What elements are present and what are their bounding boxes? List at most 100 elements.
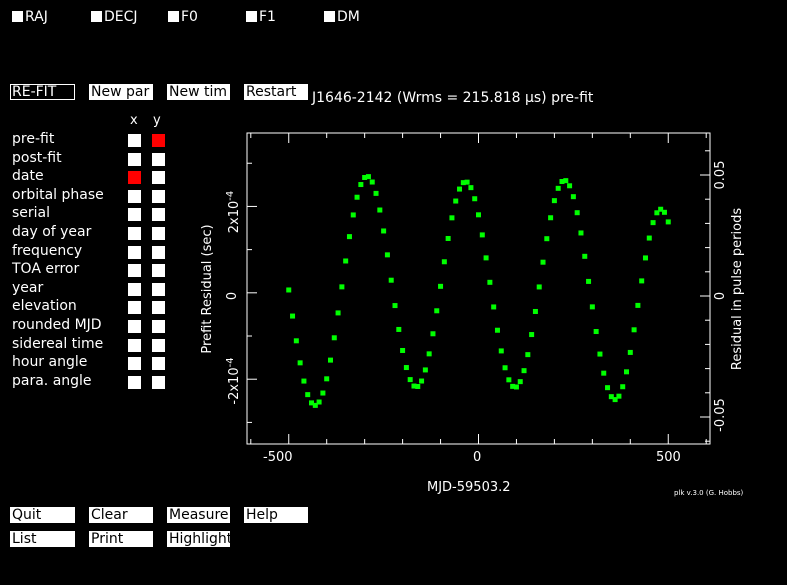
axis-option-label: para. angle (12, 372, 92, 389)
axis-option-y-checkbox[interactable] (152, 245, 165, 259)
axis-option-x-checkbox[interactable] (128, 282, 141, 296)
data-point (301, 378, 307, 384)
axis-option-y-checkbox[interactable] (152, 227, 165, 240)
checkbox-dm[interactable] (324, 11, 335, 22)
data-point (327, 357, 333, 363)
y-tick-left-pos-mantissa: 2x10 (227, 200, 243, 234)
list-button[interactable]: List (10, 531, 75, 547)
axis-option-x-checkbox[interactable] (128, 171, 141, 185)
data-point (559, 179, 565, 185)
axis-option-y-checkbox[interactable] (152, 189, 165, 203)
axis-option-y-checkbox[interactable] (152, 264, 165, 278)
checkbox-decj[interactable] (91, 11, 102, 22)
refit-button[interactable]: RE-FIT (10, 84, 75, 100)
axis-option-y-checkbox[interactable] (152, 282, 165, 296)
data-point (616, 393, 622, 399)
y-tick-label-left-0: 0 (225, 291, 240, 301)
data-point (324, 376, 330, 382)
axis-option-y-checkbox[interactable] (152, 357, 165, 371)
axis-option-y-checkbox[interactable] (152, 301, 165, 315)
checkbox-raj[interactable] (12, 11, 23, 22)
axis-option-x-checkbox[interactable] (128, 338, 141, 352)
axis-option-x-checkbox[interactable] (128, 301, 141, 315)
data-point (548, 215, 554, 221)
data-point (483, 255, 489, 261)
data-point (286, 287, 292, 293)
data-point (574, 210, 580, 216)
axis-option-y-checkbox[interactable] (152, 320, 165, 333)
data-point (510, 383, 516, 389)
data-point (316, 399, 322, 405)
y-tick-label-left-neg2e-4: -2x10-4 (224, 357, 242, 404)
data-point (422, 367, 428, 373)
data-point (608, 394, 614, 400)
data-point (661, 209, 667, 215)
param-label-f0: F0 (181, 9, 198, 25)
data-point (464, 179, 470, 185)
data-point (498, 348, 504, 354)
new-par-button[interactable]: New par (89, 84, 153, 100)
data-point (476, 212, 481, 218)
data-point (593, 329, 599, 335)
axis-option-x-checkbox[interactable] (128, 152, 141, 166)
restart-button[interactable]: Restart (244, 84, 308, 100)
data-point (343, 258, 349, 264)
axis-option-label: day of year (12, 224, 92, 240)
axis-option-x-checkbox[interactable] (128, 375, 141, 389)
data-point (586, 278, 592, 284)
data-point (529, 332, 535, 338)
axis-option-label: serial (12, 205, 51, 222)
data-point (373, 190, 379, 196)
axis-option-y-checkbox[interactable] (152, 152, 165, 166)
quit-button[interactable]: Quit (10, 507, 75, 523)
param-label-raj: RAJ (25, 9, 48, 25)
data-point (635, 302, 641, 308)
axis-option-y-checkbox[interactable] (152, 171, 165, 185)
axis-option-x-checkbox[interactable] (128, 189, 141, 203)
data-point (335, 310, 341, 316)
data-point (631, 327, 637, 333)
axis-option-x-checkbox[interactable] (128, 320, 141, 333)
data-point (487, 279, 493, 285)
data-point (479, 232, 485, 238)
data-point (350, 212, 356, 218)
checkbox-f0[interactable] (168, 11, 179, 22)
y-tick-left-neg-mantissa: -2x10 (227, 367, 243, 405)
data-point (627, 349, 633, 355)
axis-option-x-checkbox[interactable] (128, 264, 141, 278)
axis-option-label: date (12, 168, 44, 185)
data-point (441, 259, 447, 265)
data-point (567, 183, 573, 189)
data-point (513, 384, 519, 390)
data-point (536, 284, 542, 290)
clear-button[interactable]: Clear (89, 507, 153, 523)
data-point (312, 402, 318, 408)
data-point (646, 235, 652, 241)
axis-option-x-checkbox[interactable] (128, 245, 141, 259)
axis-option-x-checkbox[interactable] (128, 134, 141, 147)
checkbox-f1[interactable] (246, 11, 257, 22)
data-point (491, 304, 497, 310)
new-tim-button[interactable]: New tim (167, 84, 230, 100)
axis-option-y-checkbox[interactable] (152, 338, 165, 352)
axis-option-label: post-fit (12, 149, 62, 166)
axis-option-x-checkbox[interactable] (128, 357, 141, 371)
help-button[interactable]: Help (244, 507, 308, 523)
axis-option-x-checkbox[interactable] (128, 227, 141, 240)
print-button[interactable]: Print (89, 531, 153, 547)
axis-option-y-checkbox[interactable] (152, 134, 165, 147)
axis-option-y-checkbox[interactable] (152, 208, 165, 222)
data-point (540, 259, 546, 265)
data-point (624, 369, 630, 375)
axis-option-x-checkbox[interactable] (128, 208, 141, 222)
axis-option-y-checkbox[interactable] (152, 375, 165, 389)
data-point (392, 303, 398, 309)
data-point (650, 220, 656, 226)
data-point (601, 370, 607, 376)
data-point (468, 185, 474, 191)
y-tick-label-left-2e-4: 2x10-4 (224, 191, 242, 234)
data-point (612, 397, 618, 403)
highlight-button[interactable]: Highlight (167, 531, 233, 547)
measure-button[interactable]: Measure (167, 507, 230, 523)
